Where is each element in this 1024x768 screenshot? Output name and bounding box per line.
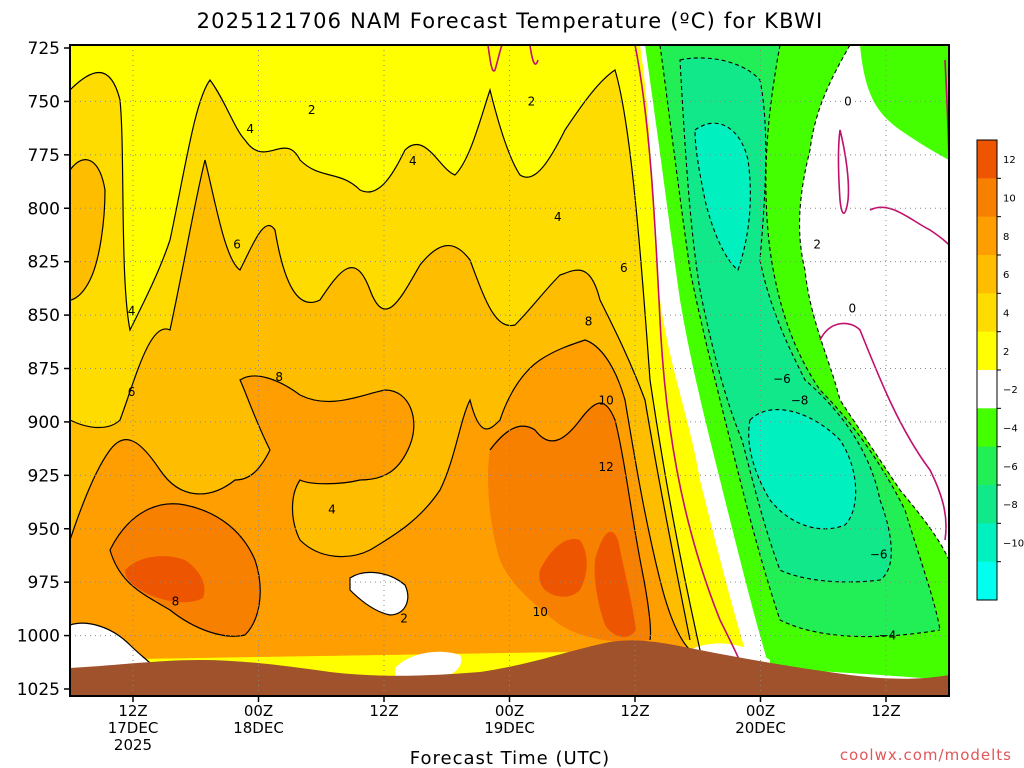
contour-label: 0: [848, 302, 856, 316]
colorbar-swatch: [977, 216, 997, 256]
field-cold-upper-right: [860, 45, 949, 160]
colorbar-label: −8: [1003, 500, 1018, 511]
field-cold-minus8-low: [748, 409, 856, 529]
x-tick-label: 00Z: [746, 702, 775, 720]
contour-label: −6: [773, 372, 791, 386]
colorbar-swatch: [977, 293, 997, 333]
colorbar-swatch: [977, 178, 997, 218]
y-tick-label: 925: [28, 466, 60, 486]
contour-label: 6: [620, 261, 628, 275]
colorbar-swatch: [977, 561, 997, 601]
y-tick-label: 850: [28, 306, 60, 326]
x-tick-label: 12Z: [118, 702, 147, 720]
chart-title: 2025121706 NAM Forecast Temperature (ºC)…: [197, 9, 824, 33]
colorbar-label: −2: [1003, 385, 1018, 396]
y-tick-label: 750: [28, 92, 60, 112]
contour-lines-negative: [659, 45, 949, 638]
colorbar-label: 8: [1003, 232, 1009, 243]
y-tick-label: 875: [28, 360, 60, 380]
contour-label: −6: [870, 547, 888, 561]
x-tick-label: 2025: [114, 736, 152, 754]
x-tick-label: 18DEC: [233, 719, 284, 737]
y-tick-label: 950: [28, 520, 60, 540]
colorbar-swatch: [977, 331, 997, 371]
y-axis: 725 750 775 800 825 850 875 900 925 950 975 1000 102…: [17, 39, 70, 700]
contour-lines: [70, 69, 701, 669]
y-tick-label: 825: [28, 253, 60, 273]
field-white-low-left: [70, 623, 155, 670]
colorbar-label: 6: [1003, 270, 1009, 281]
x-tick-label: 20DEC: [735, 719, 786, 737]
colorbar-label: 10: [1003, 194, 1016, 205]
x-tick-label: 12Z: [620, 702, 649, 720]
contour-label: 2: [813, 238, 821, 252]
contour-label: 4: [409, 154, 417, 168]
contour-label: 4: [246, 122, 254, 136]
y-tick-label: 1000: [17, 627, 60, 647]
field-white-pocket-low: [395, 651, 462, 678]
contour-label: 6: [233, 238, 241, 252]
colorbar-label: 12: [1003, 155, 1016, 166]
contour-label: 10: [533, 605, 548, 619]
colorbar-swatch: [977, 523, 997, 563]
contour-label: 4: [328, 503, 336, 517]
contour-label: −8: [791, 394, 809, 408]
colorbar-label: 4: [1003, 309, 1009, 320]
y-tick-label: 725: [28, 39, 60, 59]
contour-label: 2: [308, 103, 316, 117]
colorbar-label: 2: [1003, 347, 1009, 358]
colorbar-swatch: [977, 255, 997, 294]
x-tick-label: 12Z: [369, 702, 398, 720]
colorbar-swatch: [977, 370, 997, 409]
y-tick-label: 800: [28, 199, 60, 219]
x-axis-label: Forecast Time (UTC): [410, 748, 610, 768]
contour-label: 8: [585, 314, 593, 328]
credit-text: coolwx.com/modelts: [840, 746, 1012, 764]
contour-label: 8: [275, 370, 283, 384]
x-tick-label: 00Z: [244, 702, 273, 720]
temperature-field: [70, 45, 949, 696]
contour-label: 0: [844, 94, 852, 108]
x-tick-label: 19DEC: [484, 719, 535, 737]
contour-label: 10: [599, 394, 614, 408]
contour-label: 6: [128, 385, 136, 399]
y-tick-label: 975: [28, 573, 60, 593]
field-cold-minus8: [695, 123, 751, 270]
colorbar-swatch: [977, 485, 997, 524]
contour-label: 2: [528, 94, 536, 108]
colorbar: 12 10 8 6 4 2 −2 −4 −6 −8 −10: [976, 139, 1024, 601]
colorbar-label: −4: [1003, 424, 1018, 435]
gridlines: [70, 45, 949, 696]
colorbar-label: −10: [1003, 539, 1024, 550]
x-tick-label: 00Z: [495, 702, 524, 720]
colorbar-label: −6: [1003, 462, 1018, 473]
contour-label: 4: [554, 210, 562, 224]
x-tick-label: 12Z: [871, 702, 900, 720]
contour-label: 4: [128, 304, 136, 318]
field-white-pocket: [350, 572, 408, 615]
y-tick-label: 900: [28, 413, 60, 433]
contour-label: −4: [879, 629, 897, 643]
x-tick-label: 17DEC: [108, 719, 159, 737]
colorbar-swatch: [977, 446, 997, 486]
contour-label: 8: [172, 594, 180, 608]
y-tick-label: 775: [28, 146, 60, 166]
contour-label: 12: [599, 460, 614, 474]
contour-label: 2: [400, 611, 408, 625]
y-tick-label: 1025: [17, 680, 60, 700]
colorbar-swatch: [977, 140, 997, 179]
ground-terrain: [70, 640, 949, 696]
colorbar-swatch: [977, 408, 997, 448]
